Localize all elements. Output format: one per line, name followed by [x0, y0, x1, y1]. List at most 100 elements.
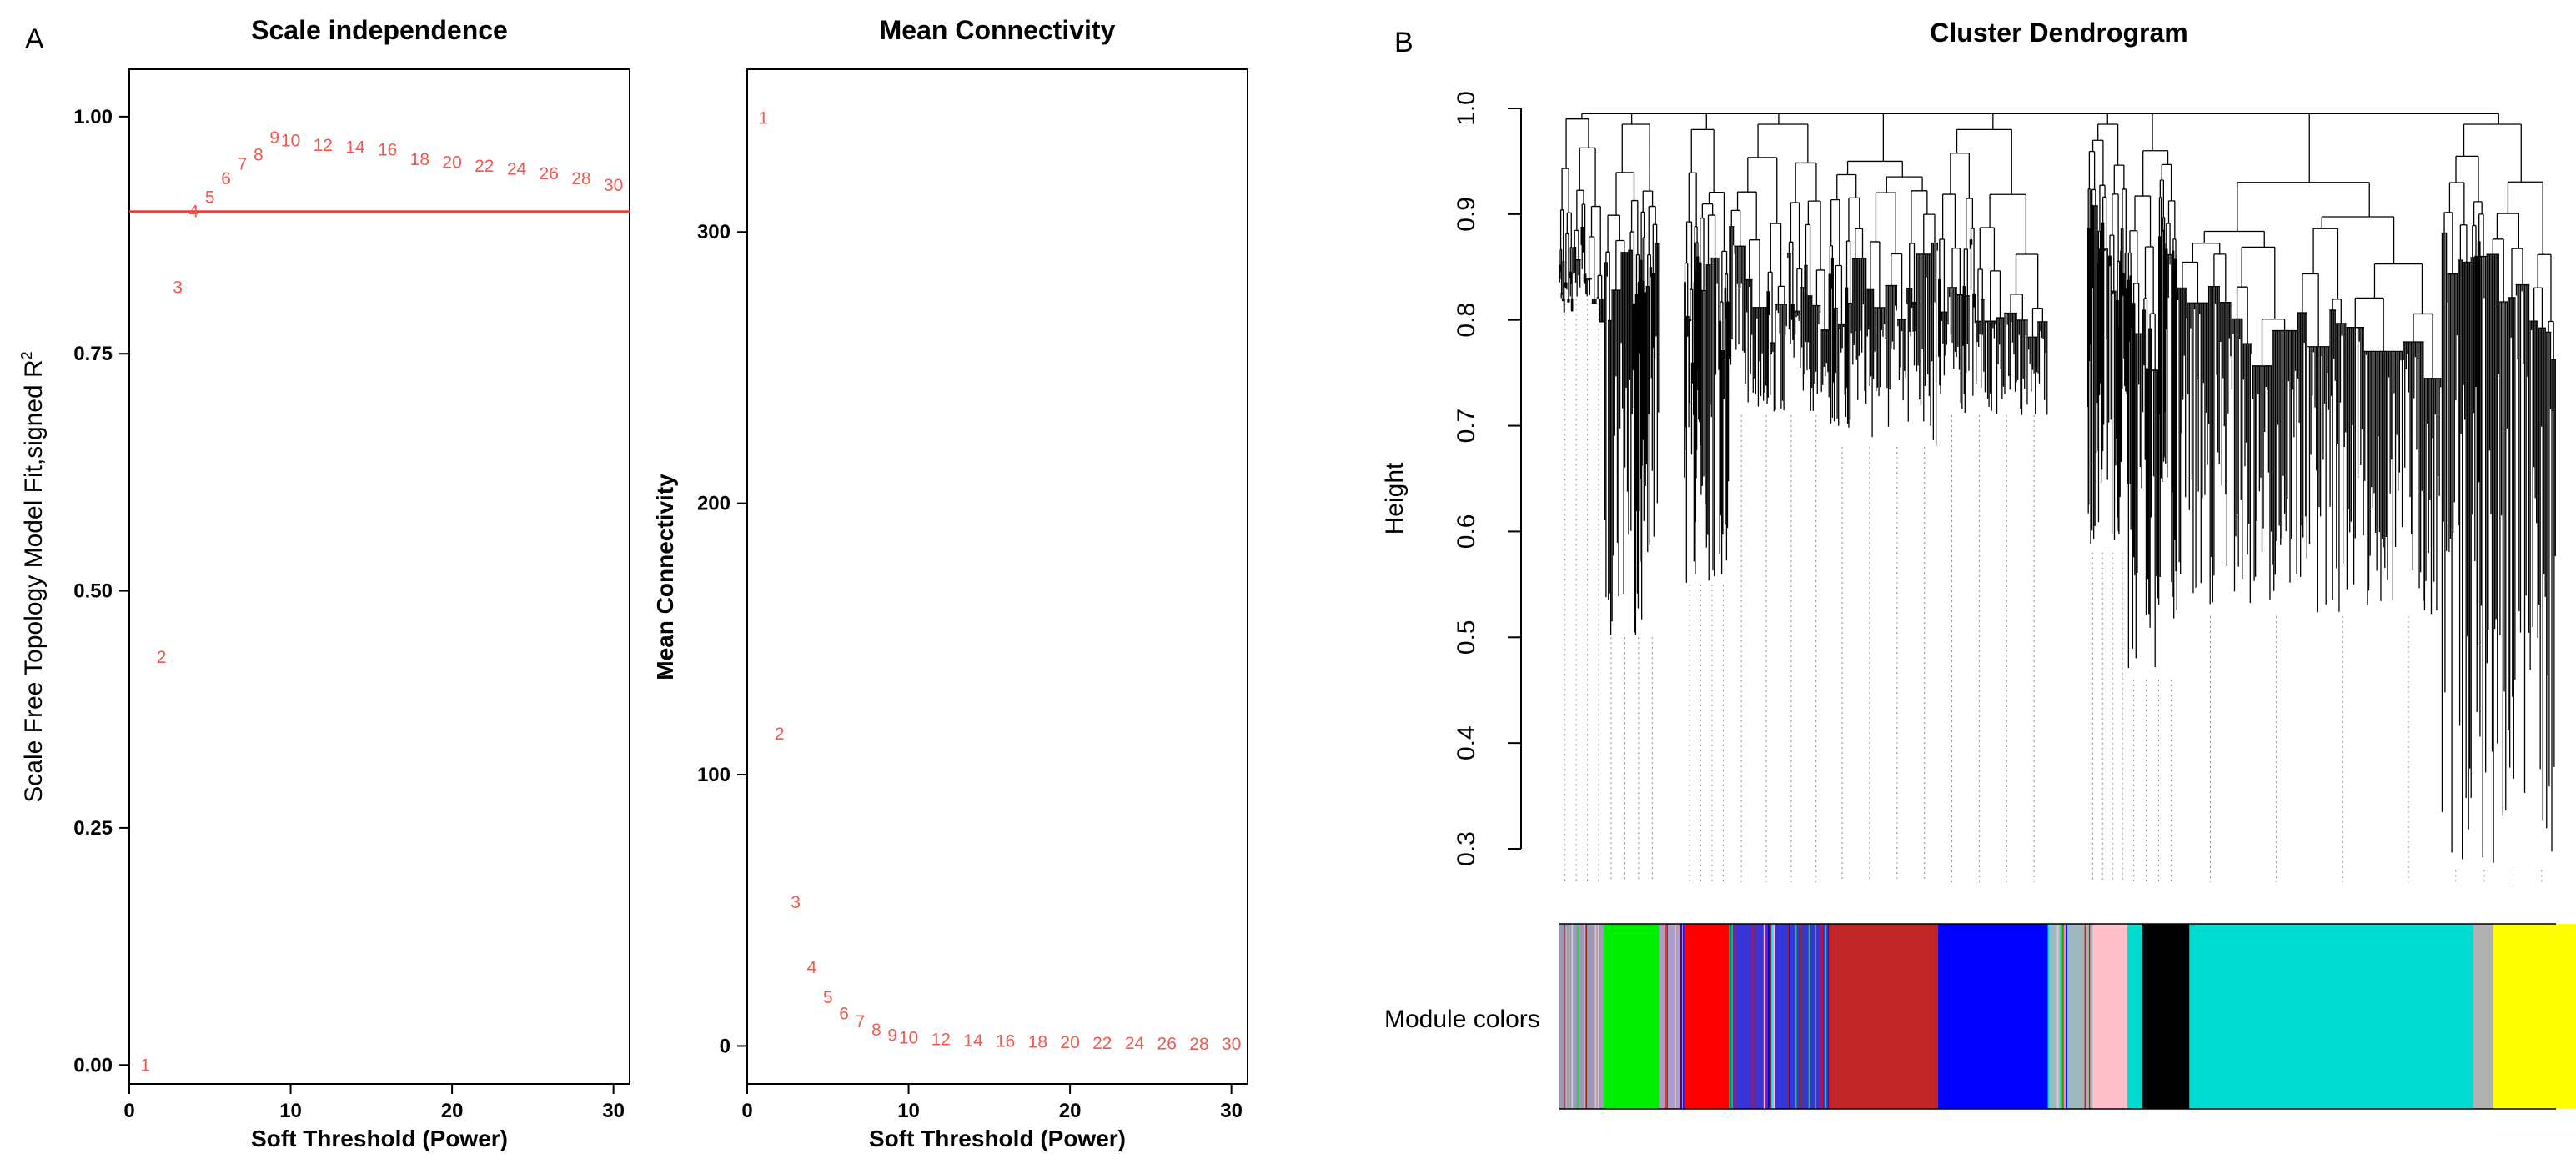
module-color-stripe [1729, 924, 1730, 1109]
chart1-point-label: 22 [475, 157, 494, 176]
module-color-stripe [1569, 924, 1570, 1109]
chart2-point-label: 9 [887, 1026, 897, 1045]
chart2-x-label: Soft Threshold (Power) [869, 1126, 1126, 1151]
chart2-point-label: 16 [996, 1032, 1015, 1051]
module-color-stripe [1585, 924, 1588, 1109]
chart2-y-tick-label: 300 [697, 221, 731, 243]
module-color-stripe [1788, 924, 1790, 1109]
module-color-stripe [2056, 924, 2059, 1109]
chart2-x-tick-label: 20 [1059, 1100, 1082, 1122]
module-color-stripe [1683, 924, 1685, 1109]
chart1-point-label: 5 [205, 188, 215, 208]
dendrogram-branches [1559, 113, 2556, 863]
scale-independence-chart: Scale independence 0.000.250.500.751.00 … [18, 15, 630, 1151]
chart1-y-label-sup: 2 [18, 351, 35, 359]
chart3-y-tick-label: 0.9 [1453, 197, 1480, 232]
chart1-title: Scale independence [251, 15, 508, 45]
dendrogram-guide-lines [1564, 299, 2543, 882]
module-color-stripe [1751, 924, 1754, 1109]
chart3-y-tick-label: 0.8 [1453, 303, 1480, 338]
chart2-point-label: 12 [931, 1030, 951, 1049]
module-color-stripe [1814, 924, 1816, 1109]
module-color-black [2142, 924, 2190, 1109]
chart3-y-label: Height [1381, 462, 1409, 534]
module-color-stripe [1763, 924, 1765, 1109]
module-color-stripe [1675, 924, 1676, 1109]
dendrogram-tree [1559, 113, 2556, 882]
chart2-point-label: 26 [1157, 1035, 1177, 1054]
chart1-x-axis: 0 10 20 30 [123, 1084, 625, 1122]
chart1-y-tick-label: 1.00 [73, 106, 113, 128]
chart1-point-label: 6 [221, 169, 231, 188]
module-color-yellow [2493, 924, 2576, 1109]
module-color-stripe [1768, 924, 1770, 1109]
chart1-point-label: 4 [189, 203, 199, 222]
chart1-y-label-main: Scale Free Topology Model Fit,signed R [20, 359, 48, 802]
chart3-y-tick-label: 0.4 [1453, 725, 1480, 760]
module-color-bar [1559, 923, 2576, 1110]
module-color-stripe [1770, 924, 1771, 1109]
chart1-point-label: 10 [281, 131, 300, 150]
panel-b-label: B [1394, 27, 1414, 58]
chart2-x-tick-label: 10 [897, 1100, 920, 1122]
chart2-point-label: 1 [759, 109, 769, 128]
module-color-stripe [1825, 924, 1827, 1109]
module-color-turquoise-small [2127, 924, 2143, 1109]
chart3-y-axis: 0.3 0.4 0.5 0.6 0.7 0.8 0.9 1.0 [1453, 91, 1522, 866]
chart2-point-label: 8 [871, 1021, 881, 1040]
module-color-stripe [1564, 924, 1565, 1109]
module-color-stripe [1595, 924, 1598, 1109]
chart2-point-label: 18 [1028, 1033, 1047, 1052]
chart2-title: Mean Connectivity [880, 15, 1116, 45]
chart2-point-label: 10 [899, 1029, 918, 1048]
module-color-red [1684, 924, 1730, 1109]
chart2-y-tick-label: 100 [697, 764, 731, 786]
chart2-point-label: 5 [823, 988, 833, 1007]
chart3-y-tick-label: 0.3 [1453, 831, 1480, 866]
chart2-y-tick-label: 0 [720, 1035, 731, 1057]
chart1-point-label: 9 [269, 128, 279, 148]
chart3-y-tick-label: 1.0 [1453, 91, 1480, 126]
chart2-point-label: 24 [1125, 1034, 1145, 1053]
chart1-y-label: Scale Free Topology Model Fit,signed R2 [18, 351, 48, 802]
chart1-y-tick-label: 0.25 [73, 817, 113, 840]
module-color-stripe [2062, 924, 2064, 1109]
cluster-dendrogram-chart: Cluster Dendrogram 0.3 0.4 0.5 0.6 0.7 0.8 0.9… [1381, 18, 2576, 1110]
module-color-grey [2473, 924, 2494, 1109]
panel-a-label: A [25, 23, 44, 55]
chart1-x-tick-label: 30 [602, 1100, 625, 1122]
module-color-stripe [1583, 924, 1585, 1109]
module-color-stripe [2081, 924, 2083, 1109]
chart1-y-tick-label: 0.50 [73, 580, 113, 603]
chart2-point-label: 6 [839, 1004, 849, 1023]
chart2-x-tick-label: 30 [1220, 1100, 1243, 1122]
chart1-point-label: 24 [507, 159, 527, 178]
chart2-y-label: Mean Connectivity [652, 474, 678, 680]
module-color-blue-mixed [1729, 924, 1830, 1109]
chart2-point-label: 28 [1189, 1035, 1208, 1054]
chart1-x-tick-label: 10 [279, 1100, 302, 1122]
chart3-y-tick-label: 0.7 [1453, 409, 1480, 444]
chart1-x-label: Soft Threshold (Power) [251, 1126, 508, 1151]
chart1-x-tick-label: 0 [123, 1100, 134, 1122]
module-color-pink [2092, 924, 2128, 1109]
module-color-stripe [1680, 924, 1682, 1109]
chart2-point-label: 4 [807, 958, 817, 977]
module-color-stripe [1801, 924, 1804, 1109]
module-color-stripe [1598, 924, 1599, 1109]
module-color-stripe [1594, 924, 1597, 1109]
chart2-y-tick-label: 200 [697, 493, 731, 515]
module-color-stripe [2087, 924, 2089, 1109]
chart1-point-label: 16 [378, 141, 397, 160]
module-colors-label: Module colors [1384, 1006, 1540, 1033]
chart2-plot-box [746, 68, 1248, 1085]
chart2-point-label: 22 [1092, 1034, 1112, 1053]
chart1-x-tick-label: 20 [441, 1100, 464, 1122]
chart3-title: Cluster Dendrogram [1930, 18, 2187, 48]
chart1-point-label: 1 [141, 1056, 151, 1075]
chart1-point-label: 8 [254, 145, 264, 164]
module-color-stripe [1731, 924, 1733, 1109]
